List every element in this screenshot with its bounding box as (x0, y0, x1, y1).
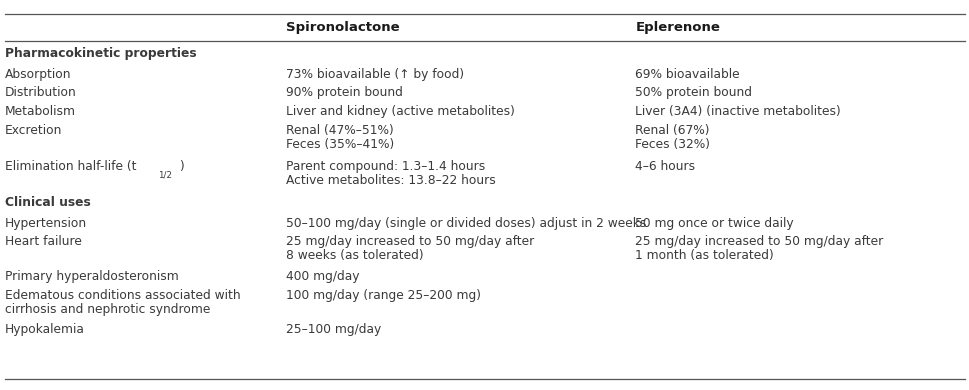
Text: Liver (3A4) (inactive metabolites): Liver (3A4) (inactive metabolites) (635, 105, 840, 118)
Text: Metabolism: Metabolism (5, 105, 76, 118)
Text: Renal (47%–51%): Renal (47%–51%) (286, 124, 393, 137)
Text: Active metabolites: 13.8–22 hours: Active metabolites: 13.8–22 hours (286, 174, 495, 187)
Text: Elimination half-life (t: Elimination half-life (t (5, 160, 137, 173)
Text: Feces (35%–41%): Feces (35%–41%) (286, 138, 394, 151)
Text: 4–6 hours: 4–6 hours (635, 160, 695, 173)
Text: Hypokalemia: Hypokalemia (5, 323, 84, 337)
Text: 50 mg once or twice daily: 50 mg once or twice daily (635, 216, 794, 230)
Text: Feces (32%): Feces (32%) (635, 138, 709, 151)
Text: 100 mg/day (range 25–200 mg): 100 mg/day (range 25–200 mg) (286, 289, 481, 302)
Text: 50–100 mg/day (single or divided doses) adjust in 2 weeks: 50–100 mg/day (single or divided doses) … (286, 216, 646, 230)
Text: 25 mg/day increased to 50 mg/day after: 25 mg/day increased to 50 mg/day after (635, 235, 883, 248)
Text: 90% protein bound: 90% protein bound (286, 86, 402, 99)
Text: Parent compound: 1.3–1.4 hours: Parent compound: 1.3–1.4 hours (286, 160, 484, 173)
Text: Hypertension: Hypertension (5, 216, 87, 230)
Text: Spironolactone: Spironolactone (286, 21, 399, 34)
Text: Eplerenone: Eplerenone (635, 21, 719, 34)
Text: 1 month (as tolerated): 1 month (as tolerated) (635, 249, 773, 262)
Text: Edematous conditions associated with: Edematous conditions associated with (5, 289, 240, 302)
Text: Primary hyperaldosteronism: Primary hyperaldosteronism (5, 270, 178, 284)
Text: Distribution: Distribution (5, 86, 77, 99)
Text: 50% protein bound: 50% protein bound (635, 86, 752, 99)
Text: Heart failure: Heart failure (5, 235, 81, 248)
Text: Pharmacokinetic properties: Pharmacokinetic properties (5, 47, 197, 60)
Text: 25 mg/day increased to 50 mg/day after: 25 mg/day increased to 50 mg/day after (286, 235, 534, 248)
Text: Absorption: Absorption (5, 67, 72, 81)
Text: Clinical uses: Clinical uses (5, 196, 90, 209)
Text: 8 weeks (as tolerated): 8 weeks (as tolerated) (286, 249, 423, 262)
Text: 400 mg/day: 400 mg/day (286, 270, 359, 284)
Text: Renal (67%): Renal (67%) (635, 124, 709, 137)
Text: ): ) (179, 160, 184, 173)
Text: 69% bioavailable: 69% bioavailable (635, 67, 739, 81)
Text: 73% bioavailable (↑ by food): 73% bioavailable (↑ by food) (286, 67, 464, 81)
Text: Liver and kidney (active metabolites): Liver and kidney (active metabolites) (286, 105, 515, 118)
Text: 25–100 mg/day: 25–100 mg/day (286, 323, 381, 337)
Text: Excretion: Excretion (5, 124, 62, 137)
Text: 1/2: 1/2 (158, 170, 172, 179)
Text: cirrhosis and nephrotic syndrome: cirrhosis and nephrotic syndrome (5, 303, 210, 316)
